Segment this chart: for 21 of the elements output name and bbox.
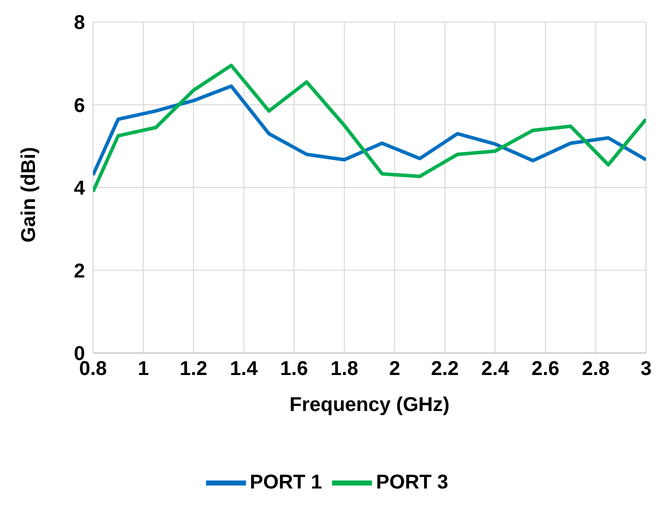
- line-series: [93, 64, 646, 194]
- y-tick-label: 2: [74, 260, 85, 282]
- x-tick-label: 2: [389, 358, 400, 380]
- x-tick-label: 1.6: [280, 358, 308, 380]
- x-tick-label: 3: [640, 358, 652, 380]
- x-tick-label: 2.4: [481, 358, 510, 380]
- x-tick-label: 2.2: [431, 358, 459, 380]
- y-axis-title: Gain (dBi): [18, 146, 40, 242]
- x-tick-label: 1.4: [230, 358, 259, 380]
- x-tick-label: 1: [138, 358, 149, 380]
- x-tick-label: 1.8: [330, 358, 358, 380]
- line-series: [93, 84, 646, 177]
- x-tick-label: 1.2: [180, 358, 208, 380]
- y-tick-label: 6: [74, 94, 85, 117]
- x-tick-label: 2.8: [582, 358, 610, 380]
- y-tick-label: 8: [74, 12, 85, 34]
- x-tick-label: 2.6: [532, 358, 560, 380]
- legend-label: PORT 1: [250, 471, 322, 494]
- x-axis-title: Frequency (GHz): [289, 394, 450, 416]
- y-tick-label: 4: [74, 178, 86, 200]
- legend-label: PORT 3: [376, 471, 448, 494]
